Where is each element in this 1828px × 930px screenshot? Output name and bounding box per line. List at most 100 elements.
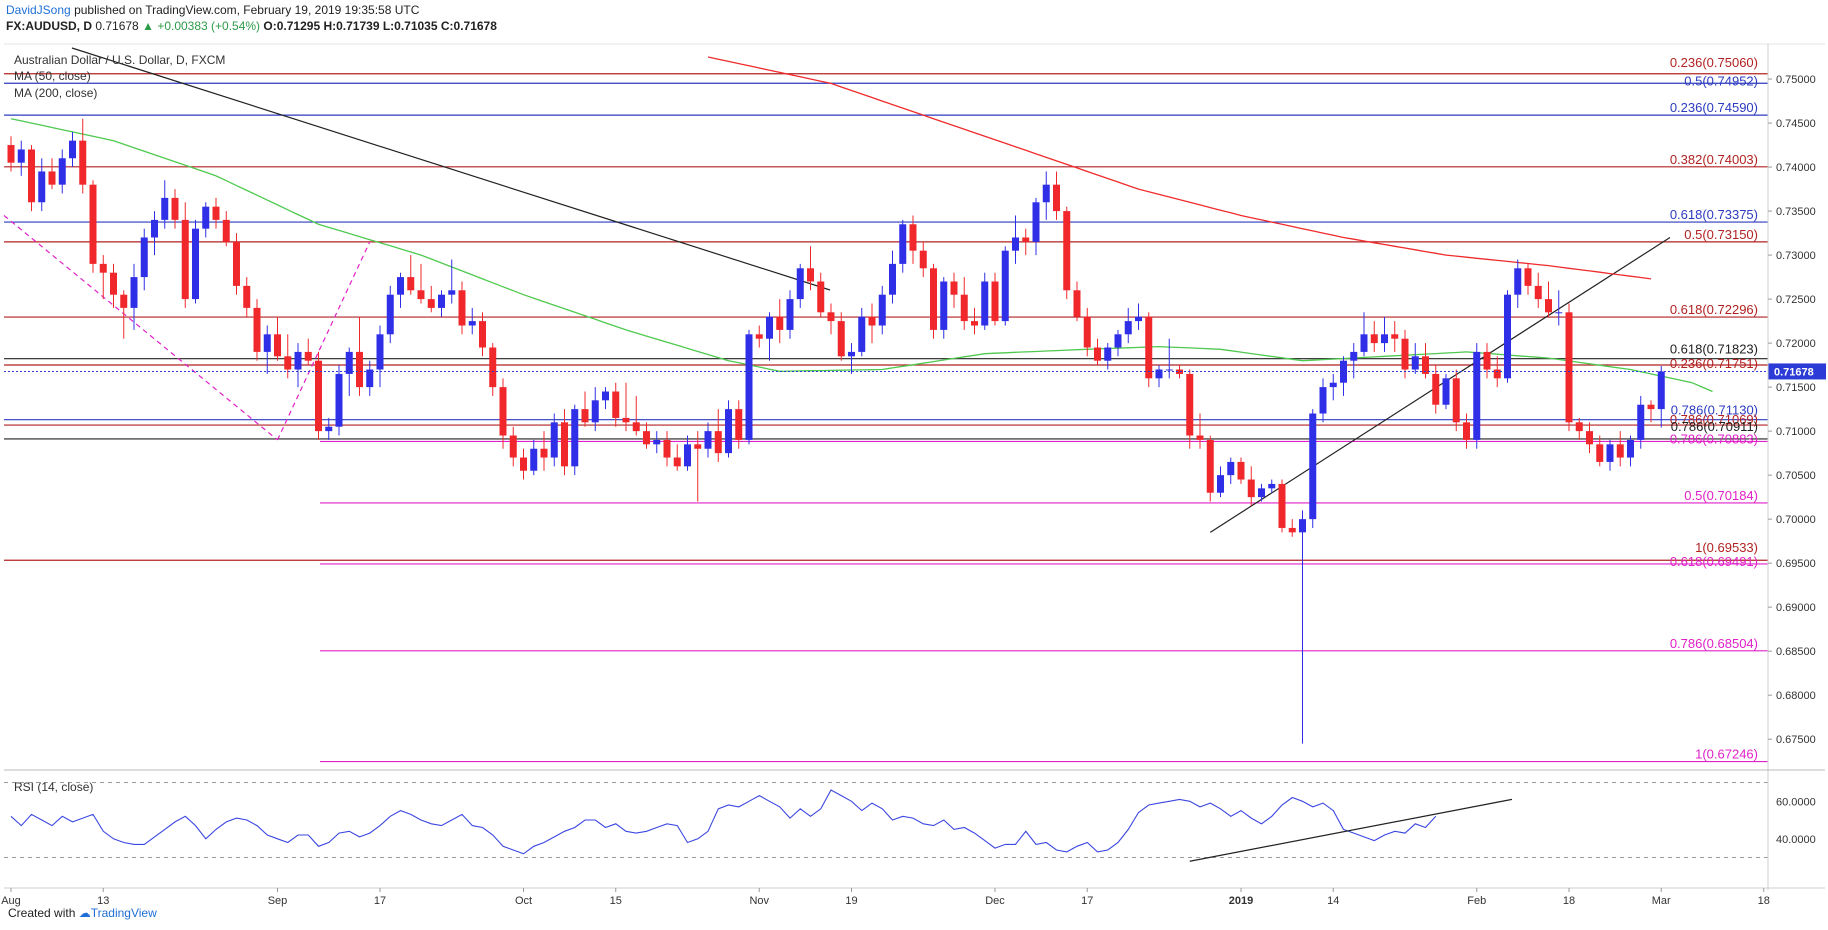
candle-body[interactable]	[315, 360, 322, 432]
candle-body[interactable]	[335, 373, 343, 427]
candle-body[interactable]	[755, 334, 763, 339]
candle-body[interactable]	[889, 263, 896, 295]
candle-body[interactable]	[1288, 527, 1296, 533]
candle-body[interactable]	[7, 145, 15, 163]
candle-body[interactable]	[294, 351, 302, 370]
candle-body[interactable]	[878, 294, 886, 326]
candle-body[interactable]	[274, 334, 281, 357]
candle-body[interactable]	[376, 334, 384, 370]
candle-body[interactable]	[17, 149, 25, 163]
candle-body[interactable]	[1381, 334, 1388, 344]
candle-body[interactable]	[1432, 373, 1440, 405]
candle-body[interactable]	[1299, 519, 1306, 533]
candle-body[interactable]	[458, 290, 466, 326]
candle-body[interactable]	[1524, 268, 1532, 286]
candle-body[interactable]	[356, 351, 363, 388]
candle-body[interactable]	[1001, 250, 1009, 322]
candle-body[interactable]	[386, 294, 394, 335]
candle-body[interactable]	[58, 158, 66, 185]
candle-body[interactable]	[858, 316, 866, 352]
candle-body[interactable]	[1442, 378, 1450, 405]
tradingview-link[interactable]: TradingView	[90, 906, 157, 920]
candle-body[interactable]	[581, 409, 589, 423]
candle-body[interactable]	[1616, 444, 1624, 458]
candle-body[interactable]	[479, 321, 486, 348]
candle-body[interactable]	[1473, 351, 1481, 440]
candle-body[interactable]	[807, 268, 814, 282]
candle-body[interactable]	[1165, 369, 1173, 371]
candle-body[interactable]	[632, 422, 640, 432]
candle-body[interactable]	[417, 290, 425, 300]
candle-body[interactable]	[79, 140, 87, 185]
candle-body[interactable]	[1237, 461, 1245, 480]
candle-body[interactable]	[1124, 321, 1132, 335]
candle-body[interactable]	[786, 299, 794, 330]
candle-body[interactable]	[192, 228, 199, 300]
candle-body[interactable]	[817, 281, 825, 313]
candle-body[interactable]	[304, 351, 312, 361]
candle-body[interactable]	[653, 439, 661, 445]
candle-body[interactable]	[1258, 488, 1265, 498]
candle-body[interactable]	[899, 224, 907, 264]
candle-body[interactable]	[776, 316, 784, 330]
candle-body[interactable]	[1063, 211, 1071, 291]
candle-body[interactable]	[745, 334, 753, 440]
candle-body[interactable]	[1042, 184, 1050, 203]
candle-body[interactable]	[663, 439, 671, 458]
candle-body[interactable]	[89, 184, 97, 264]
candle-body[interactable]	[919, 250, 927, 269]
candle-body[interactable]	[253, 307, 261, 352]
candle-body[interactable]	[1319, 387, 1327, 414]
candle-body[interactable]	[1073, 290, 1081, 317]
candle-body[interactable]	[181, 219, 189, 300]
candle-body[interactable]	[1206, 439, 1214, 493]
candle-body[interactable]	[345, 351, 353, 374]
candle-body[interactable]	[1309, 413, 1317, 520]
candle-body[interactable]	[694, 444, 702, 449]
candle-body[interactable]	[827, 312, 835, 322]
candle-body[interactable]	[1104, 347, 1112, 361]
candle-body[interactable]	[222, 219, 230, 242]
candle-body[interactable]	[1545, 299, 1552, 313]
candle-body[interactable]	[991, 281, 999, 322]
candle-body[interactable]	[837, 321, 845, 357]
candle-body[interactable]	[909, 224, 917, 251]
candle-body[interactable]	[130, 277, 138, 308]
candle-body[interactable]	[99, 263, 107, 273]
candle-body[interactable]	[509, 435, 517, 458]
candle-body[interactable]	[868, 316, 876, 326]
candle-body[interactable]	[1329, 382, 1337, 388]
candle-body[interactable]	[643, 431, 650, 445]
candle-body[interactable]	[1565, 312, 1573, 423]
candle-body[interactable]	[69, 140, 76, 159]
candle-body[interactable]	[1555, 312, 1563, 314]
candle-body[interactable]	[397, 277, 404, 295]
candle-body[interactable]	[1534, 285, 1542, 300]
candle-body[interactable]	[202, 206, 210, 229]
candle-body[interactable]	[561, 422, 568, 467]
candle-body[interactable]	[550, 422, 558, 458]
candle-body[interactable]	[1217, 475, 1224, 493]
candle-body[interactable]	[212, 206, 220, 220]
candle-body[interactable]	[1586, 431, 1593, 445]
candle-body[interactable]	[725, 409, 732, 454]
candle-body[interactable]	[110, 272, 117, 295]
candle-body[interactable]	[448, 290, 456, 295]
candle-body[interactable]	[1083, 316, 1091, 348]
candle-body[interactable]	[48, 171, 56, 185]
candle-body[interactable]	[468, 321, 476, 326]
candle-body[interactable]	[1186, 373, 1194, 436]
candle-body[interactable]	[735, 409, 743, 440]
candle-body[interactable]	[438, 294, 445, 308]
candle-body[interactable]	[1135, 316, 1142, 322]
candle-body[interactable]	[602, 391, 609, 401]
candle-body[interactable]	[1032, 202, 1040, 242]
candle-body[interactable]	[1627, 439, 1634, 458]
candle-body[interactable]	[530, 448, 538, 471]
candle-body[interactable]	[1391, 334, 1399, 339]
candle-body[interactable]	[1575, 422, 1583, 432]
candle-body[interactable]	[1647, 404, 1655, 410]
candle-body[interactable]	[161, 197, 169, 220]
candle-body[interactable]	[571, 409, 579, 467]
